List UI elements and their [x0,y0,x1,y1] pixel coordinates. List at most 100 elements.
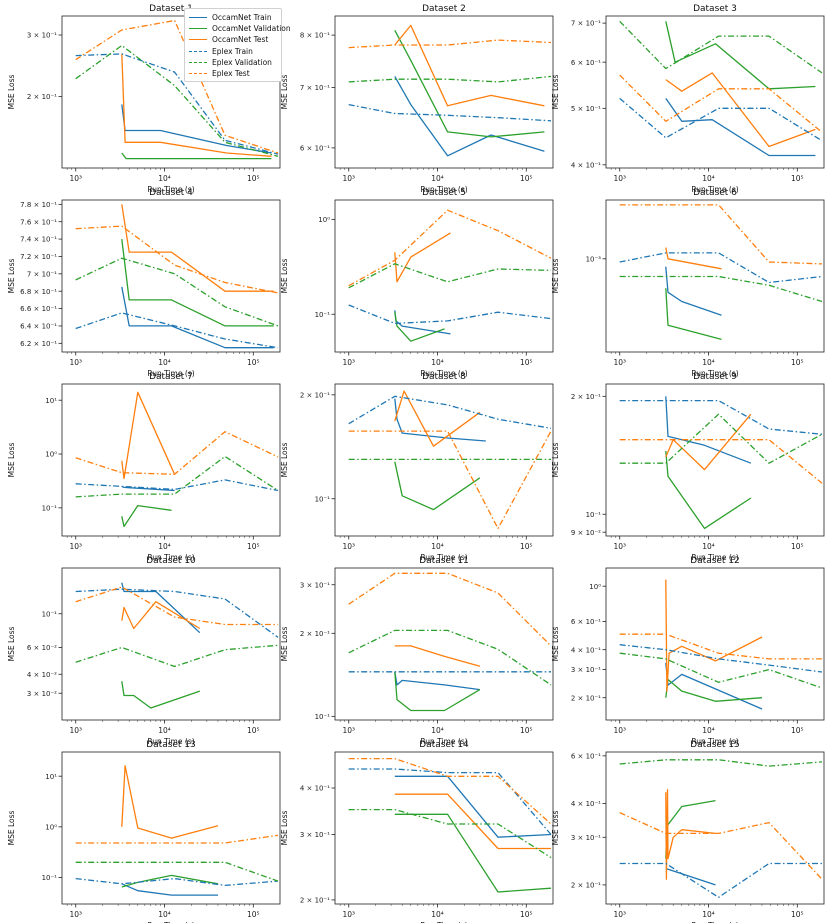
chart-2: Dataset 2 10³ 10⁴ 10⁵ 6 × 10⁻¹ 7 × 10⁻¹ 8 × 10… [280,4,554,194]
y-tick-label: 10⁻¹ [315,495,331,503]
y-tick-label: 6 × 10⁻² [27,644,57,652]
x-tick-label: 10⁵ [247,726,260,735]
x-tick-label: 10⁴ [431,910,444,919]
plot-frame [61,199,281,353]
y-tick-label: 4 × 10⁻² [27,671,57,679]
series-occamnet-train [394,76,545,157]
series-eplex-train [348,395,552,429]
legend-item-occamnet-validation: OccamNet Validation [189,23,291,34]
y-tick-label: 4 × 10⁻¹ [300,785,330,793]
legend-item-occamnet-train: OccamNet Train [189,12,272,23]
chart-title: Dataset 5 [422,188,466,198]
series-eplex-train [619,252,823,284]
y-tick-label: 10⁰ [45,823,57,831]
x-axis-label: Run Time (s) [147,921,194,923]
series-occamnet-validation [665,799,716,859]
x-tick-label: 10³ [613,910,626,919]
x-tick-label: 10⁴ [702,358,715,367]
x-tick-label: 10⁵ [520,542,533,551]
x-axis-label: Run Time (s) [691,921,738,923]
series-eplex-train [348,304,552,325]
series-eplex-validation [75,644,279,668]
chart-title: Dataset 6 [693,188,737,198]
series-eplex-train [348,103,552,122]
series-eplex-test [619,633,822,660]
series-eplex-test [348,572,552,647]
y-axis-label: MSE Loss [7,75,16,110]
y-tick-label: 4 × 10⁻¹ [571,161,601,169]
y-tick-label: 2 × 10⁻¹ [571,393,601,401]
series-eplex-test [619,439,823,484]
plot-frame [334,15,554,169]
series-eplex-test [348,209,552,287]
x-tick-label: 10³ [342,174,355,183]
series-occamnet-test [665,579,763,692]
chart-6: Dataset 6 10³ 10⁴ 10⁵ 10⁻³ Run Time (s) MSE Lo… [551,188,825,378]
series-occamnet-test [394,645,481,667]
y-tick-label: 7 × 10⁻¹ [27,270,57,278]
series-eplex-validation [619,20,823,74]
y-axis-label: MSE Loss [7,443,16,478]
y-axis-label: MSE Loss [280,443,289,478]
chart-1: Dataset 1 10³ 10⁴ 10⁵ 2 × 10⁻¹ 3 × 10⁻¹ Run Ti… [7,4,281,194]
y-axis-label: MSE Loss [280,259,289,294]
plot-frame [61,567,281,721]
y-tick-label: 6.6 × 10⁻¹ [20,305,57,313]
y-tick-label: 7 × 10⁻¹ [571,20,601,28]
x-axis-label: Run Time (s) [691,369,738,378]
series-occamnet-validation [665,288,722,341]
plot-frame [334,199,554,353]
chart-5: Dataset 5 10³ 10⁴ 10⁵ 10⁻¹ 10⁰ Run Time (s) MSE… [280,188,554,378]
plot-frame [605,383,825,537]
y-tick-label: 7 × 10⁻¹ [300,84,330,92]
plot-frame [605,751,825,905]
series-occamnet-validation [121,239,274,327]
legend-label: OccamNet Validation [212,24,291,34]
chart-title: Dataset 13 [146,740,196,750]
x-tick-label: 10⁴ [158,726,171,735]
series-eplex-train [75,588,279,638]
y-tick-label: 10⁻¹ [315,311,331,319]
series-eplex-test [348,39,552,49]
series-occamnet-validation [394,813,552,893]
x-tick-label: 10³ [342,542,355,551]
x-axis-label: Run Time (s) [147,369,194,378]
x-axis-label: Run Time (s) [420,737,467,746]
series-occamnet-test [121,53,272,157]
x-tick-label: 10³ [342,726,355,735]
x-tick-label: 10³ [613,726,626,735]
y-axis-label: MSE Loss [7,811,16,846]
x-tick-label: 10⁴ [702,542,715,551]
y-tick-label: 8 × 10⁻¹ [300,32,330,40]
chart-10: Dataset 10 10³ 10⁴ 10⁵ 3 × 10⁻² 4 × 10⁻² 6 × 1… [7,556,281,746]
series-occamnet-train [665,98,816,157]
y-tick-label: 10⁻¹ [315,713,331,721]
y-tick-label: 10⁰ [589,583,601,591]
series-occamnet-train [121,582,201,634]
y-tick-label: 4 × 10⁻¹ [571,646,601,654]
legend-label: Eplex Validation [212,57,272,67]
series-occamnet-validation [121,681,201,709]
series-occamnet-test [665,72,816,148]
y-axis-label: MSE Loss [551,259,560,294]
x-tick-label: 10³ [69,174,82,183]
chart-title: Dataset 9 [693,372,737,382]
x-tick-label: 10⁴ [158,358,171,367]
legend-label: OccamNet Test [212,35,269,45]
legend-swatch [189,61,207,63]
x-tick-label: 10⁵ [791,358,804,367]
series-occamnet-train [394,775,552,838]
series-occamnet-train [394,671,480,691]
x-tick-label: 10³ [613,542,626,551]
series-occamnet-validation [394,29,545,138]
y-tick-label: 3 × 10⁻¹ [571,666,601,674]
series-eplex-train [619,644,823,673]
x-tick-label: 10³ [69,542,82,551]
y-tick-label: 3 × 10⁻¹ [571,834,601,842]
x-tick-label: 10³ [613,174,626,183]
series-eplex-train [75,312,279,349]
x-tick-label: 10⁵ [520,910,533,919]
chart-title: Dataset 11 [419,556,469,566]
series-occamnet-train [394,398,486,442]
